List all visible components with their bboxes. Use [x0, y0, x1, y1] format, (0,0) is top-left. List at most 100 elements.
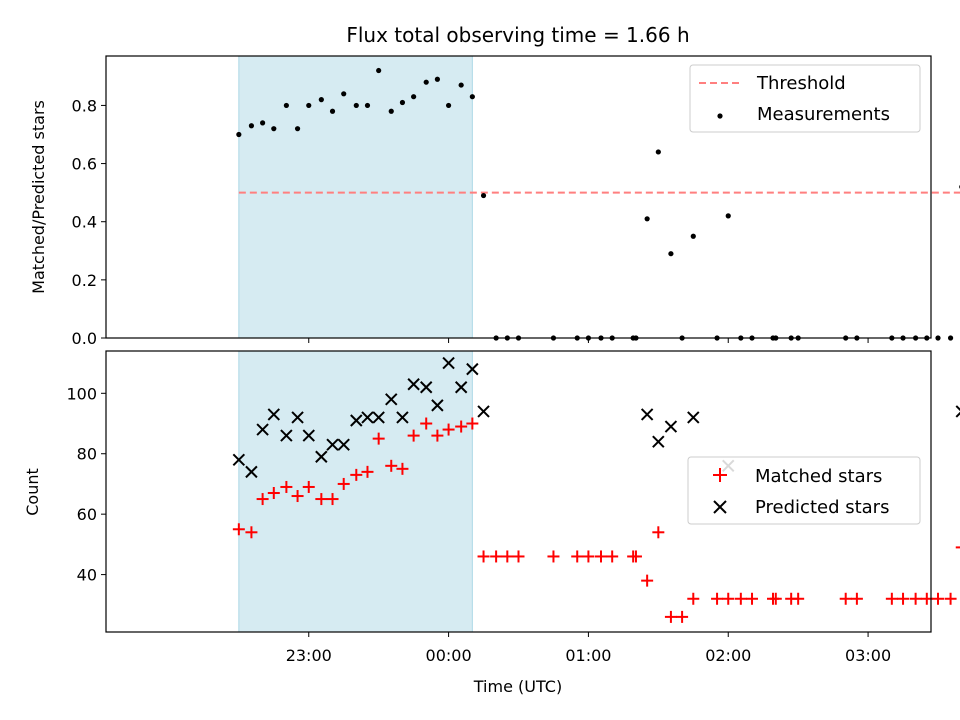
- predicted-star-point: [372, 411, 385, 424]
- top-panel-frame: [105, 55, 932, 339]
- matched-star-point: [839, 592, 852, 605]
- matched-star-point: [256, 493, 269, 506]
- bottom-legend-box: [687, 456, 921, 525]
- matched-star-point: [232, 523, 245, 536]
- top-panel-highlight-layer: [238, 55, 473, 339]
- y-tick-label: 0.2: [72, 271, 97, 290]
- matched-star-point: [466, 417, 479, 430]
- matched-star-point: [315, 493, 328, 506]
- x-tick-label: 02:00: [705, 646, 751, 665]
- measurement-point: [271, 126, 277, 132]
- matched-star-point: [512, 550, 525, 563]
- predicted-star-point: [431, 399, 444, 412]
- matched-star-point: [746, 592, 759, 605]
- predicted-star-point: [664, 420, 678, 433]
- matched-star-point: [885, 592, 898, 605]
- measurement-point: [655, 149, 661, 155]
- matched-star-point: [350, 468, 363, 481]
- predicted-star-point: [420, 381, 433, 394]
- measurements-layer: [236, 67, 960, 341]
- matched-star-point: [931, 592, 944, 605]
- matched-star-point: [664, 610, 677, 623]
- top-legend-box: [689, 64, 921, 133]
- matched-star-point: [711, 592, 724, 605]
- matched-star-point: [396, 462, 409, 475]
- matched-star-point: [792, 592, 805, 605]
- predicted-star-point: [687, 411, 700, 424]
- matched-star-point: [361, 465, 374, 478]
- predicted-star-point: [267, 408, 281, 421]
- legend-measurements-label: Measurements: [757, 104, 890, 125]
- matched-star-point: [676, 610, 689, 623]
- y-tick-label: 40: [77, 566, 97, 585]
- measurement-point: [480, 192, 487, 199]
- measurement-point: [690, 233, 696, 239]
- matched-star-point: [337, 477, 350, 490]
- measurement-point: [364, 102, 371, 109]
- matched-star-point: [652, 526, 665, 539]
- measurement-point: [399, 99, 406, 106]
- matched-star-point: [850, 592, 863, 605]
- measurement-point: [236, 131, 242, 138]
- legend-predicted-swatch: [713, 500, 727, 514]
- measurement-point: [445, 102, 452, 109]
- matched-star-point: [769, 592, 782, 605]
- matched-star-point: [547, 550, 560, 563]
- matched-star-point: [582, 550, 595, 563]
- matched-star-point: [641, 574, 654, 587]
- predicted-star-point: [326, 438, 339, 451]
- matched-star-point: [606, 550, 619, 563]
- measurement-point: [376, 67, 382, 74]
- measurement-point: [411, 94, 417, 100]
- matched-star-point: [245, 526, 258, 539]
- matched-star-point: [407, 429, 420, 442]
- matched-star-point: [420, 417, 433, 430]
- top-panel-ylabel: Matched/Predicted stars: [29, 100, 48, 294]
- matched-star-point: [267, 487, 280, 500]
- predicted-star-point: [640, 408, 654, 421]
- y-tick-label: 80: [77, 445, 97, 464]
- measurement-point: [947, 335, 954, 341]
- predicted-star-point: [256, 423, 269, 436]
- measurement-point: [283, 102, 289, 109]
- count-markers-layer: [232, 356, 960, 623]
- measurement-point: [469, 94, 475, 100]
- predicted-star-point: [315, 450, 328, 463]
- matched-star-point: [501, 550, 514, 563]
- matched-star-point: [442, 423, 455, 436]
- bottom-panel-y-axis: 40 60 80 100: [66, 384, 106, 585]
- predicted-star-point: [361, 411, 374, 424]
- predicted-star-point: [302, 429, 315, 442]
- predicted-star-point: [232, 453, 246, 466]
- predicted-star-point: [280, 429, 293, 442]
- matched-star-point: [385, 459, 398, 472]
- matched-star-point: [326, 493, 339, 506]
- highlight-span: [238, 350, 473, 633]
- predicted-star-point: [385, 393, 398, 406]
- matched-star-point: [897, 592, 910, 605]
- measurement-point: [423, 79, 429, 85]
- predicted-star-point: [442, 356, 455, 370]
- x-tick-label: 03:00: [845, 646, 891, 665]
- matched-star-point: [595, 550, 607, 563]
- matched-star-point: [734, 592, 747, 605]
- measurement-point: [725, 213, 731, 219]
- predicted-star-point: [407, 378, 420, 391]
- y-tick-label: 0.0: [72, 329, 97, 348]
- x-tick-label: 01:00: [565, 646, 611, 665]
- predicted-star-point: [291, 411, 304, 424]
- y-tick-label: 0.4: [72, 213, 97, 232]
- highlight-span: [238, 55, 473, 339]
- y-tick-label: 100: [66, 384, 97, 403]
- x-tick-label: 00:00: [426, 646, 472, 665]
- x-axis-label: Time (UTC): [473, 677, 562, 696]
- legend-predicted-label: Predicted stars: [755, 497, 889, 518]
- top-panel: 0.00.20.40.60.8 Matched/Predicted stars …: [29, 55, 960, 348]
- matched-star-point: [291, 490, 304, 503]
- legend-threshold-label: Threshold: [756, 73, 846, 94]
- measurement-point: [260, 120, 266, 126]
- measurement-point: [318, 97, 324, 103]
